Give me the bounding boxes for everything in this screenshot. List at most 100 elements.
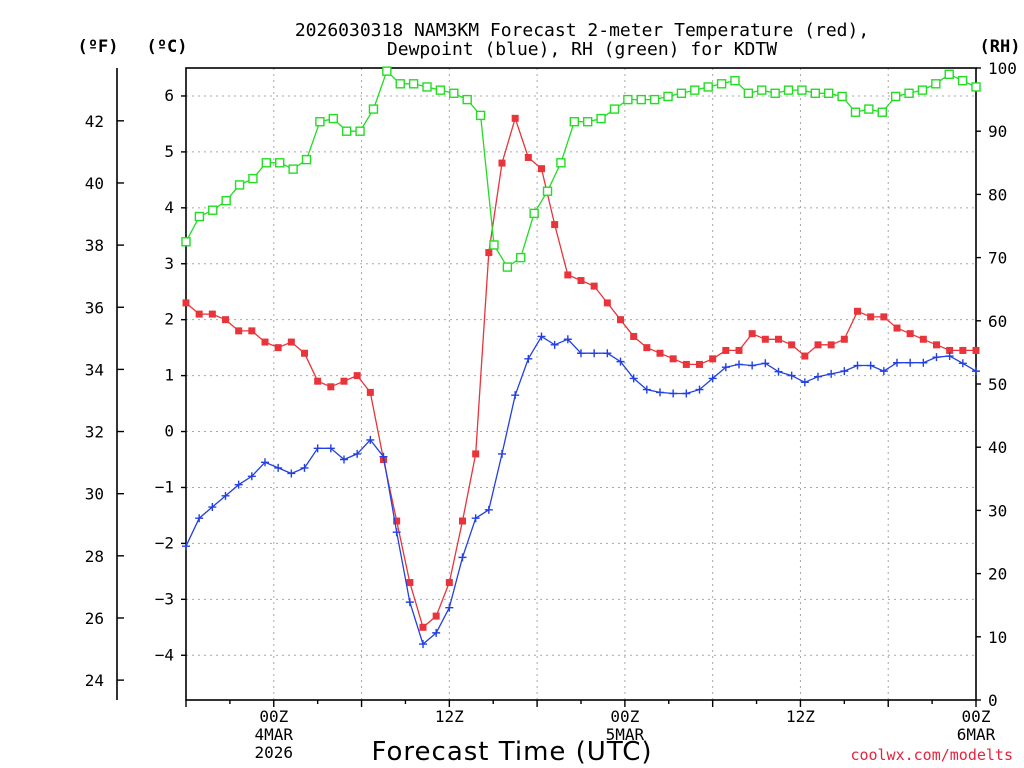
fahrenheit-tick-label: 40 xyxy=(85,174,104,193)
dewpoint-point xyxy=(879,367,888,376)
dewpoint-point xyxy=(458,553,467,562)
x-date-label: 5MAR xyxy=(606,725,645,744)
temperature-point xyxy=(366,388,374,396)
rh-point xyxy=(355,126,365,136)
fahrenheit-tick-label: 38 xyxy=(85,236,104,255)
rh-point xyxy=(944,69,954,80)
dewpoint-point xyxy=(445,603,454,612)
temperature-point xyxy=(538,165,545,173)
dewpoint-point xyxy=(392,528,401,537)
rh-point xyxy=(877,107,887,117)
celsius-tick-label: 0 xyxy=(164,422,174,441)
rh-point xyxy=(890,91,901,102)
dewpoint-point xyxy=(748,361,757,370)
temperature-point xyxy=(840,335,848,343)
rh-point xyxy=(248,173,258,184)
temperature-point xyxy=(972,346,980,354)
dewpoint-point xyxy=(945,352,954,361)
x-tick-label: 00Z xyxy=(962,707,991,726)
rh-point xyxy=(703,82,713,92)
temperature-point xyxy=(893,324,901,332)
rh-point xyxy=(542,186,553,196)
temperature-point xyxy=(564,271,572,279)
dewpoint-point xyxy=(340,455,348,464)
rh-point xyxy=(596,113,606,124)
dewpoint-point xyxy=(247,472,256,481)
dewpoint-point xyxy=(932,353,941,362)
dewpoint-point xyxy=(366,435,375,444)
rh-point xyxy=(864,104,874,114)
temperature-point xyxy=(524,153,532,161)
dewpoint-point xyxy=(866,361,875,370)
dewpoint-point xyxy=(524,354,533,363)
temperature-point xyxy=(182,299,190,307)
temperature-point xyxy=(854,307,861,315)
dewpoint-point xyxy=(563,335,572,344)
x-axis-title: Forecast Time (UTC) xyxy=(371,737,652,767)
credit-link[interactable]: coolwx.com/modelts xyxy=(850,746,1013,764)
rh-tick-label: 60 xyxy=(988,312,1007,331)
rh-point xyxy=(516,252,526,263)
temperature-point xyxy=(814,341,822,349)
fahrenheit-tick-label: 42 xyxy=(85,112,104,131)
temperature-point xyxy=(709,355,717,363)
dewpoint-point xyxy=(827,369,836,378)
rh-point xyxy=(275,158,285,168)
rh-tick-label: 10 xyxy=(988,628,1007,647)
rh-point xyxy=(462,94,472,105)
temperature-point xyxy=(472,450,480,458)
temperature-point xyxy=(880,313,888,321)
x-date-label: 4MAR xyxy=(255,725,294,744)
dewpoint-point xyxy=(774,367,783,376)
rh-tick-label: 90 xyxy=(988,122,1007,141)
rh-point xyxy=(609,104,620,114)
temperature-point xyxy=(248,327,256,335)
rh-point xyxy=(582,117,593,127)
temperature-point xyxy=(775,335,782,343)
dewpoint-point xyxy=(761,359,770,368)
dewpoint-point xyxy=(708,374,717,383)
dewpoint-point xyxy=(537,332,546,341)
dewpoint-point xyxy=(550,340,559,349)
dewpoint-point xyxy=(629,374,638,383)
chart-title-line2: Dewpoint (blue), RH (green) for KDTW xyxy=(387,39,777,60)
rh-point xyxy=(810,88,821,98)
dewpoint-line xyxy=(185,335,977,646)
dewpoint-point xyxy=(195,514,204,523)
rh-point xyxy=(663,91,673,102)
temperature-point xyxy=(301,349,308,357)
celsius-tick-label: −3 xyxy=(155,589,174,608)
rh-point xyxy=(502,262,513,272)
rh-point xyxy=(382,66,392,76)
dewpoint-point xyxy=(853,361,862,370)
dewpoint-point xyxy=(840,367,849,376)
celsius-tick-label: 5 xyxy=(164,142,174,161)
temperature-point xyxy=(287,338,295,346)
temperature-point xyxy=(643,344,651,352)
temperature-point xyxy=(788,341,796,349)
rh-point xyxy=(757,85,767,95)
temperature-point xyxy=(906,330,914,338)
temperature-point xyxy=(235,327,243,335)
dewpoint-point xyxy=(656,388,664,397)
dewpoint-point xyxy=(787,371,796,380)
temperature-point xyxy=(577,277,585,285)
fahrenheit-tick-label: 26 xyxy=(85,609,104,628)
dewpoint-point xyxy=(287,469,296,478)
rh-point xyxy=(730,75,740,86)
x-tick-label: 00Z xyxy=(259,707,288,726)
dewpoint-point xyxy=(577,349,585,358)
temperature-point xyxy=(959,346,967,354)
fahrenheit-unit-label: (ºF) xyxy=(78,37,119,57)
temperature-point xyxy=(485,249,493,257)
dewpoint-point xyxy=(471,514,480,523)
temperature-point xyxy=(933,341,940,349)
rh-point xyxy=(368,104,379,114)
rh-point xyxy=(328,113,338,124)
celsius-tick-label: 4 xyxy=(164,198,174,217)
dewpoint-point xyxy=(800,378,809,387)
rh-point xyxy=(971,82,981,92)
celsius-tick-label: −2 xyxy=(155,533,174,552)
dewpoint-series xyxy=(182,332,980,649)
